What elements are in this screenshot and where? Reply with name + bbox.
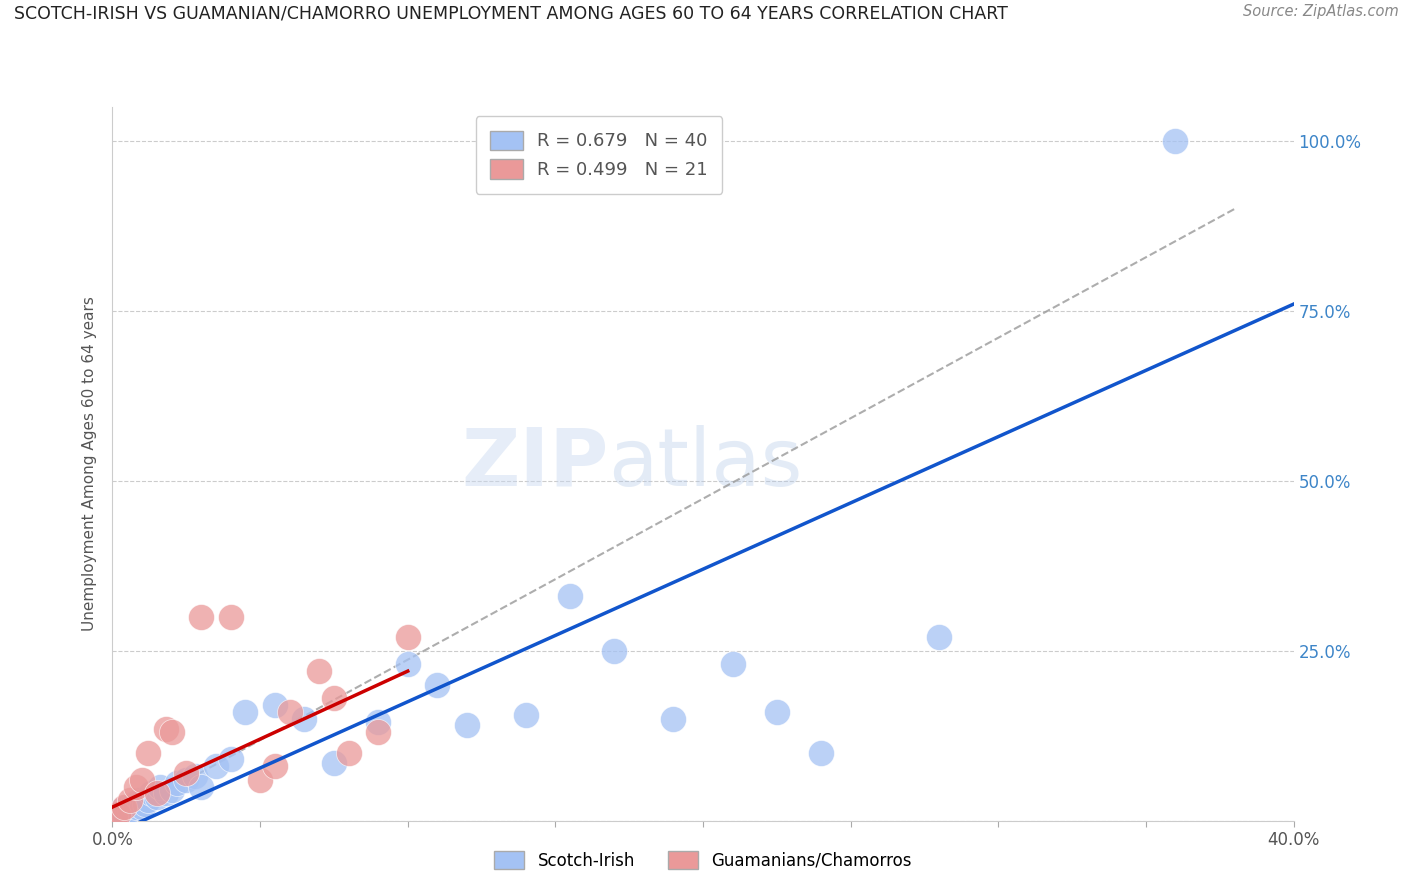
Point <box>766 705 789 719</box>
Point <box>928 630 950 644</box>
Point <box>323 756 346 770</box>
Point <box>174 772 197 787</box>
Point <box>136 793 159 807</box>
Point <box>166 776 188 790</box>
Point <box>264 759 287 773</box>
Point <box>155 787 177 801</box>
Point <box>292 712 315 726</box>
Point <box>131 800 153 814</box>
Point <box>184 769 207 783</box>
Point <box>233 705 256 719</box>
Point <box>149 780 172 794</box>
Point <box>107 806 129 821</box>
Point <box>155 722 177 736</box>
Point <box>1164 134 1187 148</box>
Y-axis label: Unemployment Among Ages 60 to 64 years: Unemployment Among Ages 60 to 64 years <box>82 296 97 632</box>
Point <box>125 780 148 794</box>
Point <box>456 718 478 732</box>
Point <box>190 609 212 624</box>
Point <box>104 810 127 824</box>
Point <box>603 644 626 658</box>
Point <box>308 664 330 678</box>
Point <box>146 787 169 801</box>
Point <box>515 708 537 723</box>
Point <box>131 772 153 787</box>
Text: Source: ZipAtlas.com: Source: ZipAtlas.com <box>1243 4 1399 20</box>
Point <box>136 746 159 760</box>
Point <box>125 800 148 814</box>
Point <box>128 793 150 807</box>
Point <box>249 772 271 787</box>
Point <box>120 793 142 807</box>
Point <box>662 712 685 726</box>
Point <box>146 789 169 804</box>
Point <box>205 759 228 773</box>
Point <box>367 715 389 730</box>
Point <box>139 787 162 801</box>
Point <box>112 806 135 821</box>
Point <box>120 804 142 818</box>
Point <box>107 806 129 821</box>
Point <box>112 800 135 814</box>
Point <box>110 804 132 818</box>
Legend: Scotch-Irish, Guamanians/Chamorros: Scotch-Irish, Guamanians/Chamorros <box>488 845 918 877</box>
Point <box>122 797 145 811</box>
Point <box>219 609 242 624</box>
Point <box>810 746 832 760</box>
Point <box>160 725 183 739</box>
Point <box>721 657 744 672</box>
Point <box>278 705 301 719</box>
Point <box>396 630 419 644</box>
Point <box>558 590 582 604</box>
Point <box>104 810 127 824</box>
Point <box>134 797 156 811</box>
Point <box>219 752 242 766</box>
Point <box>160 783 183 797</box>
Point <box>323 691 346 706</box>
Point <box>396 657 419 672</box>
Point <box>264 698 287 712</box>
Point <box>190 780 212 794</box>
Point <box>426 678 449 692</box>
Text: ZIP: ZIP <box>461 425 609 503</box>
Point <box>367 725 389 739</box>
Text: atlas: atlas <box>609 425 803 503</box>
Point <box>174 766 197 780</box>
Point <box>337 746 360 760</box>
Text: SCOTCH-IRISH VS GUAMANIAN/CHAMORRO UNEMPLOYMENT AMONG AGES 60 TO 64 YEARS CORREL: SCOTCH-IRISH VS GUAMANIAN/CHAMORRO UNEMP… <box>14 4 1008 22</box>
Point <box>117 800 138 814</box>
